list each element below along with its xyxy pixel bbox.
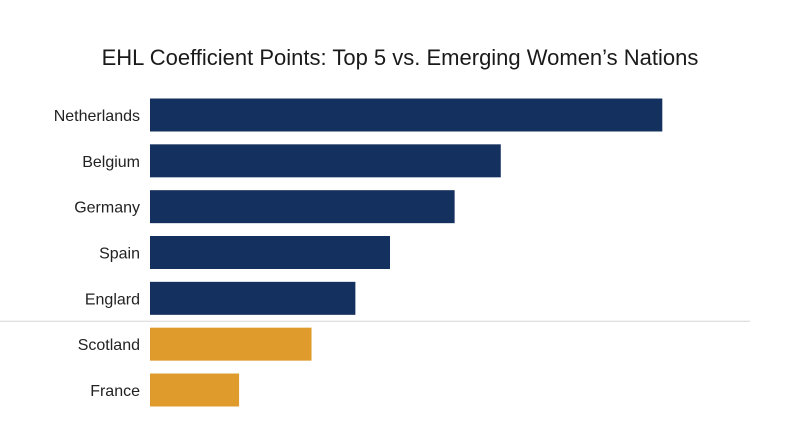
bar-netherlands	[150, 98, 663, 132]
bar-belgium	[150, 144, 501, 178]
category-label-spain: Spain	[99, 246, 140, 263]
category-label-belgium: Belgium	[82, 154, 140, 171]
bar-france	[150, 373, 240, 407]
bar-germany	[150, 190, 455, 224]
category-label-netherlands: Netherlands	[54, 108, 140, 125]
category-labels: Netherlands Belgium Germany Spain Englard Sco…	[54, 108, 140, 400]
bar-englard	[150, 281, 356, 315]
category-label-france: France	[90, 383, 140, 400]
chart-title: EHL Coefficient Points: Top 5 vs. Emergi…	[102, 45, 699, 70]
bar-scotland	[150, 327, 312, 361]
bars	[150, 98, 663, 407]
category-label-scotland: Scotland	[78, 337, 140, 354]
category-label-germany: Germany	[74, 200, 140, 217]
category-label-englard: Englard	[85, 291, 140, 308]
bar-spain	[150, 236, 390, 269]
